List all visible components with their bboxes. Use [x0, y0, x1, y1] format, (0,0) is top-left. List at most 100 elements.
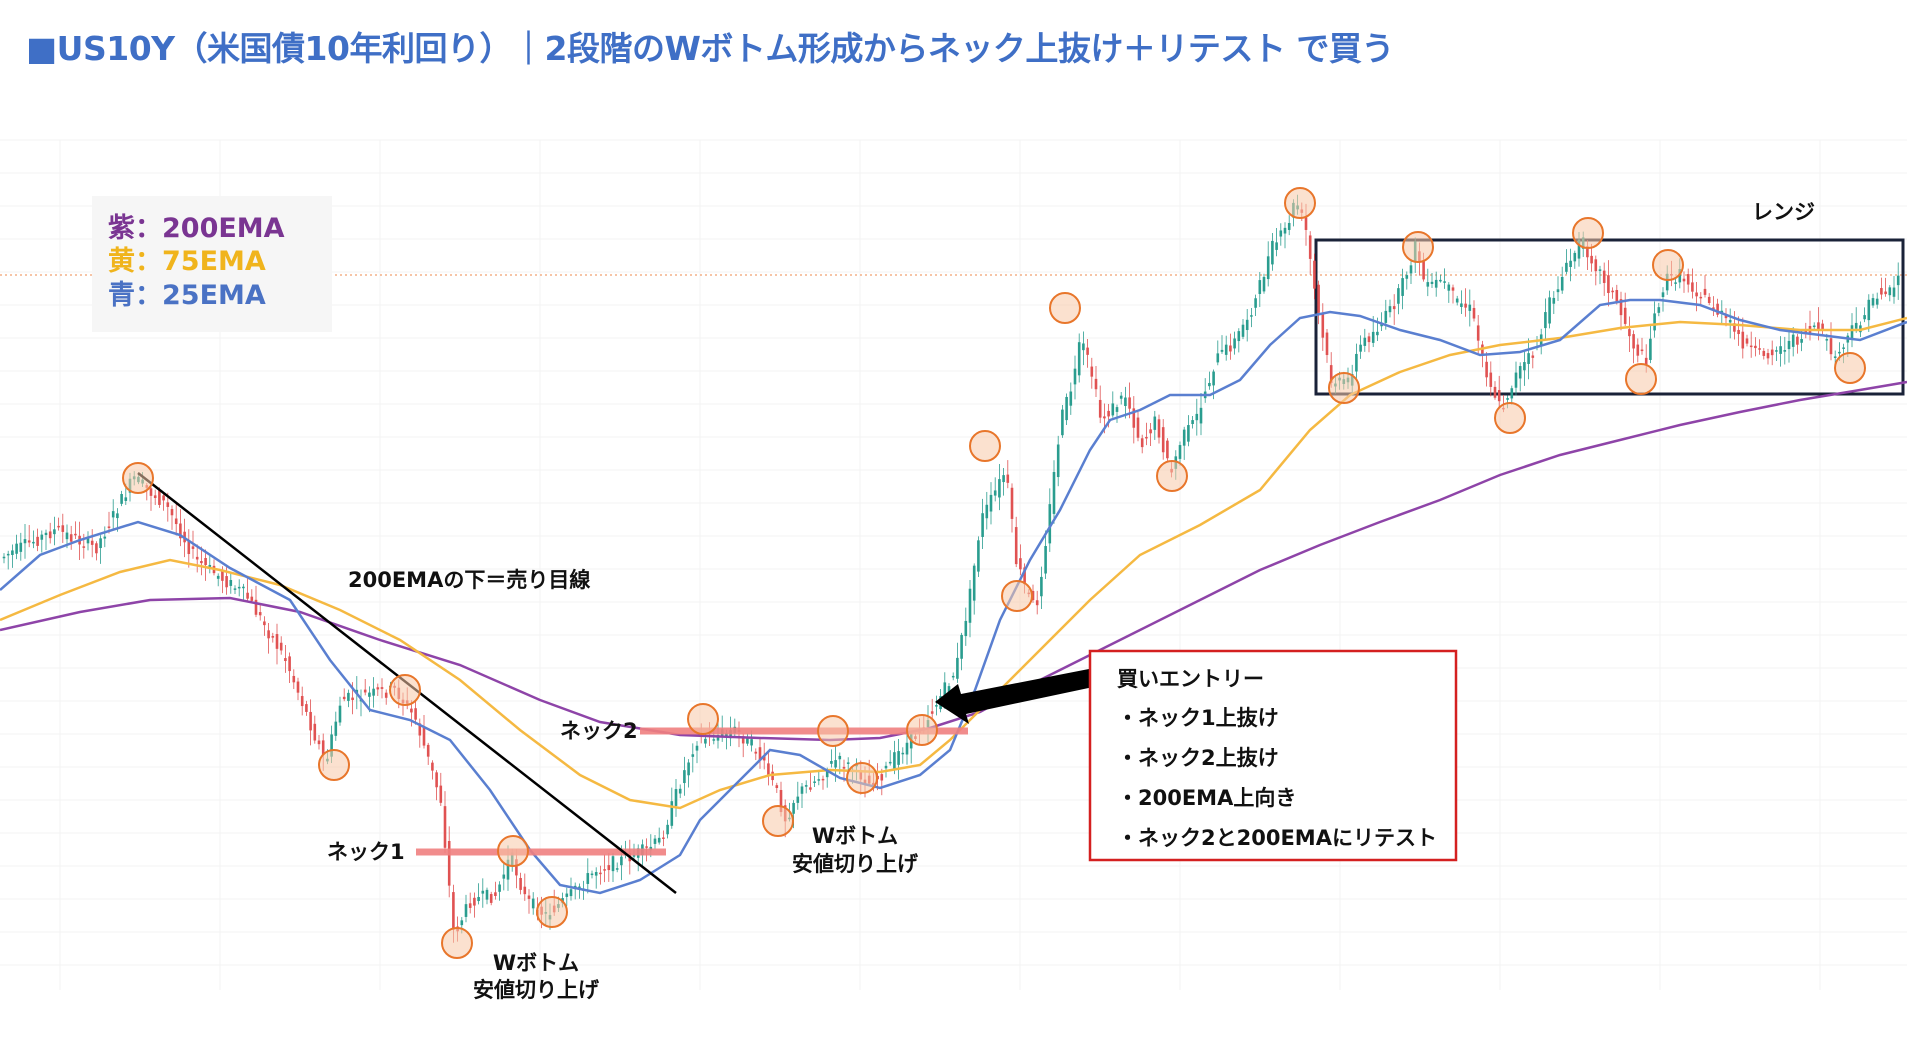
candle-body: [166, 502, 170, 507]
swing-point-marker: [1652, 249, 1684, 281]
candle-body: [523, 886, 527, 895]
candle-body: [258, 612, 262, 616]
candle-body: [1451, 287, 1455, 291]
candle-body: [1271, 240, 1274, 265]
candle-body: [1850, 325, 1854, 340]
candle-body: [1283, 227, 1287, 234]
candle-body: [489, 894, 493, 903]
swing-point-marker: [1494, 402, 1526, 434]
candle-body: [107, 526, 111, 528]
candle-body: [607, 865, 611, 871]
candle-body: [519, 877, 522, 890]
candle-body: [191, 546, 195, 549]
candle-body: [351, 697, 354, 701]
candle-body: [1308, 235, 1312, 259]
candle-body: [1434, 279, 1438, 288]
candle-body: [65, 532, 69, 540]
swing-point-marker: [1284, 187, 1316, 219]
candle-body: [1653, 313, 1656, 331]
swing-point-marker: [1049, 292, 1081, 324]
candle-body: [1321, 313, 1325, 338]
candle-body: [120, 493, 123, 504]
candle-body: [674, 789, 678, 806]
candle-body: [1468, 304, 1472, 311]
candle-body: [678, 788, 682, 794]
swing-point-marker: [122, 462, 154, 494]
candle-body: [1770, 349, 1774, 356]
swing-point-marker: [1625, 363, 1657, 395]
candle-body: [750, 739, 753, 746]
candle-body: [1098, 399, 1102, 418]
candle-body: [1649, 338, 1652, 360]
candle-body: [758, 747, 762, 761]
candle-body: [1405, 275, 1409, 279]
candle-body: [1023, 567, 1026, 585]
candle-body: [594, 872, 598, 876]
candle-body: [1682, 278, 1686, 282]
candle-body: [1586, 246, 1589, 258]
candle-body: [1695, 292, 1698, 297]
swing-point-marker: [318, 749, 350, 781]
candle-body: [334, 721, 338, 736]
candle-body: [880, 774, 884, 781]
candle-body: [439, 785, 443, 803]
candle-body: [1745, 338, 1749, 344]
candle-body: [1065, 396, 1068, 421]
candle-body: [195, 556, 199, 560]
candle-body: [956, 657, 959, 679]
candle-body: [1548, 297, 1551, 324]
candle-body: [1842, 347, 1845, 349]
candle-body: [1422, 260, 1425, 280]
candle-body: [410, 708, 413, 713]
swing-point-marker: [1156, 460, 1188, 492]
candle-body: [426, 744, 430, 757]
candle-body: [82, 546, 86, 548]
candle-body: [1552, 297, 1556, 304]
candle-body: [1833, 356, 1837, 358]
candle-body: [464, 904, 468, 917]
swing-point-marker: [906, 714, 938, 746]
candle-body: [611, 856, 615, 872]
candle-body: [515, 859, 518, 876]
candle-body: [485, 889, 489, 900]
candle-body: [603, 869, 606, 871]
candle-body: [813, 781, 816, 783]
candle-body: [725, 733, 728, 737]
candle-body: [1783, 350, 1787, 352]
candle-body: [1821, 323, 1824, 330]
candle-body: [1825, 339, 1829, 341]
candle-body: [1392, 306, 1396, 310]
candle-body: [1871, 298, 1875, 306]
legend-75ema: 黄：75EMA: [108, 246, 266, 277]
page-title: ■US10Y（米国債10年利回り）｜2段階のWボトム形成からネック上抜け＋リテス…: [26, 29, 1394, 68]
candle-body: [271, 636, 275, 638]
candle-body: [162, 495, 165, 501]
candle-body: [830, 761, 833, 764]
swing-point-marker: [389, 674, 421, 706]
candle-body: [347, 692, 350, 701]
candle-body: [187, 540, 191, 555]
swing-point-marker: [497, 835, 529, 867]
swing-point-marker: [762, 805, 794, 837]
candle-body: [1048, 504, 1052, 544]
candle-body: [1888, 287, 1892, 296]
candle-body: [1766, 353, 1770, 359]
swing-point-marker: [969, 430, 1001, 462]
candle-body: [804, 785, 808, 787]
candle-body: [1006, 474, 1010, 483]
candle-body: [1644, 357, 1648, 365]
candle-body: [712, 739, 716, 741]
candle-body: [1077, 342, 1081, 376]
candle-body: [2, 556, 6, 559]
candle-body: [1056, 444, 1060, 478]
candle-body: [153, 495, 157, 499]
candle-body: [74, 533, 77, 536]
candle-body: [670, 801, 674, 826]
candle-body: [1527, 353, 1530, 364]
candle-body: [1691, 282, 1694, 292]
candle-body: [1212, 371, 1215, 386]
candle-body: [1245, 319, 1249, 331]
candle-body: [225, 576, 228, 588]
candle-body: [309, 711, 312, 731]
candle-body: [1388, 306, 1392, 313]
